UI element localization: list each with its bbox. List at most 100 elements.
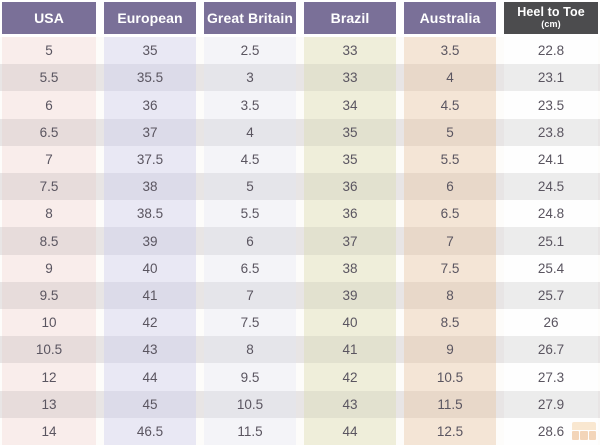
watermark-top-bar <box>572 422 596 430</box>
table-cell-heel-to-toe: 27.9 <box>500 390 600 418</box>
table-cell-european: 36 <box>100 91 200 119</box>
table-cell-heel-to-toe: 24.1 <box>500 145 600 174</box>
table-cell-european: 39 <box>100 227 200 255</box>
table-row: 5 35 2.5 33 3.5 22.8 <box>0 37 600 65</box>
watermark-square <box>588 431 596 440</box>
table-cell-usa: 13 <box>0 390 100 418</box>
table-cell-european: 38 <box>100 173 200 201</box>
table-row: 6 36 3.5 34 4.5 23.5 <box>0 91 600 119</box>
table-row: 8.5 39 6 37 7 25.1 <box>0 227 600 255</box>
table-cell-australia: 12.5 <box>400 417 500 445</box>
table-cell-brazil: 39 <box>300 281 400 310</box>
table-cell-heel-to-toe: 23.1 <box>500 64 600 92</box>
table-cell-great-britain: 11.5 <box>200 417 300 445</box>
table-row: 10.5 43 8 41 9 26.7 <box>0 336 600 364</box>
table-row: 9 40 6.5 38 7.5 25.4 <box>0 254 600 282</box>
table-cell-australia: 4 <box>400 64 500 92</box>
watermark-square <box>572 431 580 440</box>
table-row: 6.5 37 4 35 5 23.8 <box>0 118 600 146</box>
table-cell-brazil: 34 <box>300 91 400 119</box>
table-row: 7 37.5 4.5 35 5.5 24.1 <box>0 145 600 174</box>
table-cell-european: 44 <box>100 363 200 391</box>
table-row: 14 46.5 11.5 44 12.5 28.6 <box>0 417 600 445</box>
table-cell-brazil: 36 <box>300 173 400 201</box>
table-cell-australia: 5.5 <box>400 145 500 174</box>
table-cell-heel-to-toe: 25.7 <box>500 281 600 310</box>
table-cell-great-britain: 2.5 <box>200 37 300 65</box>
table-cell-heel-to-toe: 26 <box>500 309 600 337</box>
table-cell-brazil: 36 <box>300 200 400 228</box>
table-cell-usa: 6 <box>0 91 100 119</box>
table-cell-brazil: 37 <box>300 227 400 255</box>
table-cell-great-britain: 7 <box>200 281 300 310</box>
column-header-label: Great Britain <box>204 2 296 34</box>
watermark-square <box>580 431 588 440</box>
table-cell-great-britain: 4.5 <box>200 145 300 174</box>
table-row: 13 45 10.5 43 11.5 27.9 <box>0 390 600 418</box>
table-cell-european: 41 <box>100 281 200 310</box>
table-cell-australia: 3.5 <box>400 37 500 65</box>
table-cell-european: 46.5 <box>100 417 200 445</box>
column-header-european: European <box>100 0 200 37</box>
table-body: 5 35 2.5 33 3.5 22.8 5.5 35.5 3 33 4 23.… <box>0 37 600 445</box>
heel-to-toe-unit: (cm) <box>541 19 561 30</box>
table-header-row: USA European Great Britain Brazil Austra… <box>0 0 600 37</box>
table-cell-great-britain: 5.5 <box>200 200 300 228</box>
table-cell-brazil: 42 <box>300 363 400 391</box>
table-cell-great-britain: 9.5 <box>200 363 300 391</box>
table-cell-usa: 7 <box>0 145 100 174</box>
table-cell-australia: 8.5 <box>400 309 500 337</box>
table-cell-usa: 10.5 <box>0 336 100 364</box>
column-header-usa: USA <box>0 0 100 37</box>
table-cell-heel-to-toe: 23.5 <box>500 91 600 119</box>
table-cell-brazil: 41 <box>300 336 400 364</box>
table-cell-australia: 10.5 <box>400 363 500 391</box>
table-cell-european: 37.5 <box>100 145 200 174</box>
table-cell-brazil: 43 <box>300 390 400 418</box>
table-cell-heel-to-toe: 25.4 <box>500 254 600 282</box>
column-header-label: USA <box>2 2 96 34</box>
table-cell-usa: 10 <box>0 309 100 337</box>
table-cell-brazil: 40 <box>300 309 400 337</box>
table-cell-great-britain: 5 <box>200 173 300 201</box>
table-cell-great-britain: 6.5 <box>200 254 300 282</box>
table-cell-australia: 5 <box>400 118 500 146</box>
table-cell-heel-to-toe: 23.8 <box>500 118 600 146</box>
column-header-label: Brazil <box>304 2 396 34</box>
table-cell-usa: 12 <box>0 363 100 391</box>
table-cell-european: 37 <box>100 118 200 146</box>
table-cell-great-britain: 4 <box>200 118 300 146</box>
table-row: 9.5 41 7 39 8 25.7 <box>0 281 600 310</box>
table-cell-usa: 14 <box>0 417 100 445</box>
table-cell-heel-to-toe: 24.5 <box>500 173 600 201</box>
table-cell-brazil: 44 <box>300 417 400 445</box>
table-cell-great-britain: 8 <box>200 336 300 364</box>
column-header-heel-to-toe: Heel to Toe (cm) <box>500 0 600 37</box>
table-cell-great-britain: 7.5 <box>200 309 300 337</box>
table-cell-great-britain: 6 <box>200 227 300 255</box>
column-header-label: European <box>104 2 196 34</box>
table-cell-usa: 6.5 <box>0 118 100 146</box>
table-row: 12 44 9.5 42 10.5 27.3 <box>0 363 600 391</box>
table-cell-heel-to-toe: 22.8 <box>500 37 600 65</box>
table-cell-european: 35.5 <box>100 64 200 92</box>
table-row: 7.5 38 5 36 6 24.5 <box>0 173 600 201</box>
table-cell-great-britain: 3 <box>200 64 300 92</box>
table-cell-australia: 7.5 <box>400 254 500 282</box>
column-header-label: Heel to Toe (cm) <box>504 2 598 34</box>
table-cell-heel-to-toe: 24.8 <box>500 200 600 228</box>
table-cell-brazil: 35 <box>300 145 400 174</box>
table-cell-heel-to-toe: 27.3 <box>500 363 600 391</box>
column-header-label: Australia <box>404 2 496 34</box>
table-cell-usa: 5.5 <box>0 64 100 92</box>
table-cell-australia: 4.5 <box>400 91 500 119</box>
table-cell-european: 45 <box>100 390 200 418</box>
table-cell-usa: 9 <box>0 254 100 282</box>
brand-watermark-grid-icon <box>572 422 596 441</box>
table-cell-usa: 7.5 <box>0 173 100 201</box>
table-cell-usa: 8 <box>0 200 100 228</box>
table-cell-european: 43 <box>100 336 200 364</box>
table-cell-australia: 6 <box>400 173 500 201</box>
table-cell-usa: 9.5 <box>0 281 100 310</box>
